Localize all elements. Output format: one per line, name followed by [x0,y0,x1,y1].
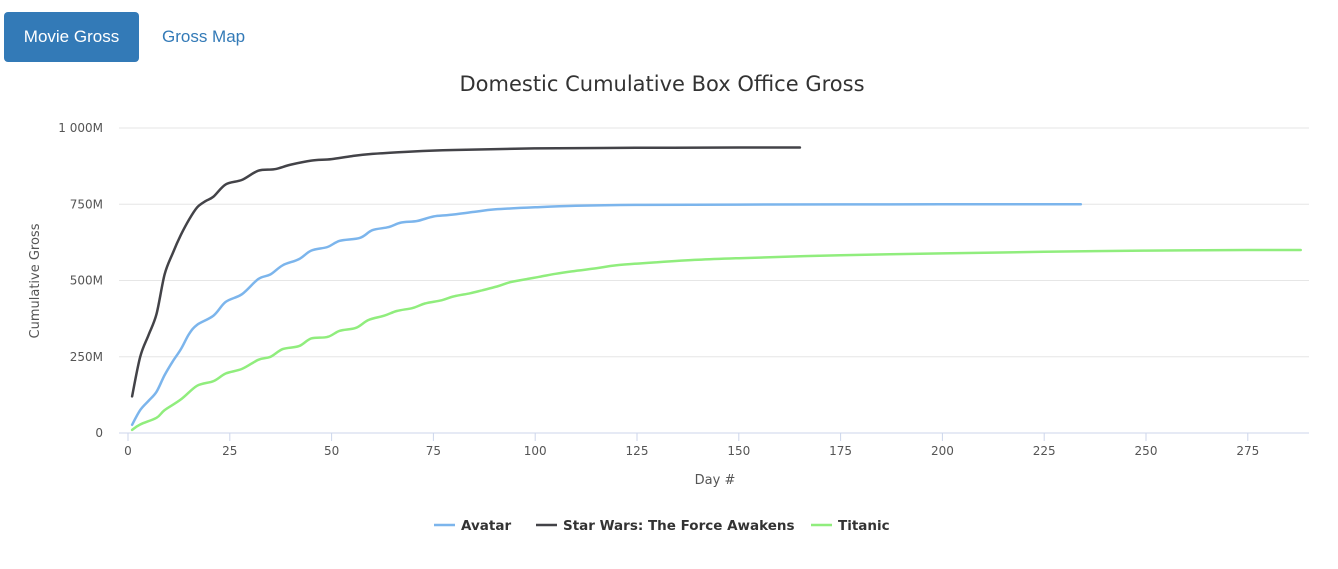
x-tick-label: 75 [426,444,441,458]
x-tick-label: 0 [124,444,132,458]
x-tick-label: 150 [727,444,750,458]
grid-layer [119,127,1309,434]
y-tick-label: 1 000M [58,121,103,135]
y-axis-title: Cumulative Gross [28,223,43,338]
chart-title: Domestic Cumulative Box Office Gross [459,72,864,96]
x-tick-label: 125 [626,444,649,458]
x-tick-label: 25 [222,444,237,458]
series-line-titanic[interactable] [130,248,1302,432]
x-tick-label: 225 [1033,444,1056,458]
legend: Avatar Star Wars: The Force Awakens Titani… [434,518,890,534]
legend-label: Titanic [838,518,890,534]
x-tick-label: 250 [1135,444,1158,458]
x-tick-layer: 0 25 50 75 100 125 150 175 200 225 250 275 [124,433,1259,458]
x-axis-title: Day # [695,473,736,488]
tab-movie-gross[interactable]: Movie Gross [4,12,139,62]
y-tick-layer: 0 250M 500M 750M 1 000M [58,121,103,440]
series-layer [130,146,1302,432]
y-tick-label: 0 [95,426,103,440]
y-tick-label: 500M [70,274,103,288]
legend-item-star-wars-the-force-awakens[interactable]: Star Wars: The Force Awakens [536,518,795,534]
x-tick-label: 50 [324,444,339,458]
y-tick-label: 250M [70,350,103,364]
x-tick-label: 100 [524,444,547,458]
tab-bar: Movie Gross Gross Map [4,12,263,62]
series-line-star-wars-the-force-awakens[interactable] [130,146,802,398]
series-line-avatar[interactable] [130,203,1083,427]
legend-label: Avatar [461,518,511,534]
legend-label: Star Wars: The Force Awakens [563,518,795,534]
x-tick-label: 175 [829,444,852,458]
x-tick-label: 200 [931,444,954,458]
y-tick-label: 750M [70,197,103,211]
x-tick-label: 275 [1236,444,1259,458]
tab-gross-map[interactable]: Gross Map [162,27,246,46]
legend-item-titanic[interactable]: Titanic [811,518,890,534]
legend-item-avatar[interactable]: Avatar [434,518,511,534]
